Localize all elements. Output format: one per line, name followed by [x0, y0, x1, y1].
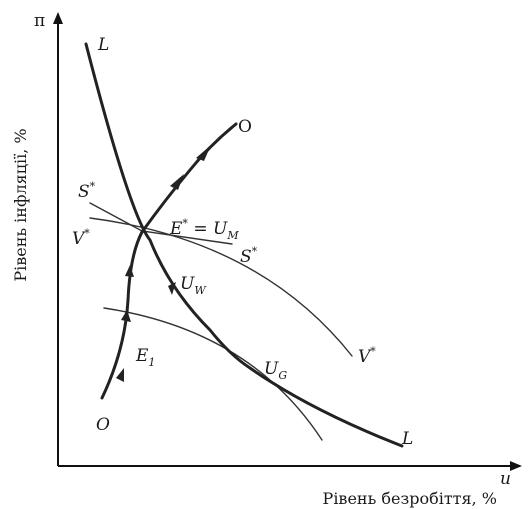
arrow-lower-1	[116, 368, 124, 382]
arrow-upper-1	[196, 145, 211, 161]
x-axis-symbol: u	[500, 469, 511, 489]
l-curve	[84, 42, 404, 448]
arrow-upper-2	[170, 174, 184, 190]
arrow-l-curve	[168, 282, 176, 295]
label-e-1: E1	[135, 346, 155, 369]
label-e-star: E* = UM	[169, 217, 239, 242]
label-l-bottom: L	[401, 429, 413, 449]
label-o-top: O	[238, 117, 252, 137]
label-o-bottom: O	[96, 415, 110, 435]
label-u-g: UG	[264, 359, 287, 382]
o-trajectory-upper	[140, 122, 238, 234]
label-u-w: UW	[180, 274, 207, 297]
y-axis-title: Рівень інфляції, %	[11, 128, 30, 281]
o-trajectory-lower	[100, 230, 144, 400]
lower-tangent-line	[103, 307, 323, 441]
label-v-left: V*	[72, 227, 90, 249]
label-v-right: V*	[358, 345, 376, 367]
label-s-right: S*	[240, 245, 258, 267]
v-curve	[89, 217, 353, 357]
label-l-top: L	[97, 35, 109, 55]
label-s-left: S*	[78, 180, 96, 202]
arrow-lower-2	[121, 310, 131, 322]
y-axis-symbol: π	[34, 11, 45, 31]
arrow-lower-3	[125, 265, 134, 277]
x-axis-title: Рівень безробіття, %	[323, 489, 497, 508]
